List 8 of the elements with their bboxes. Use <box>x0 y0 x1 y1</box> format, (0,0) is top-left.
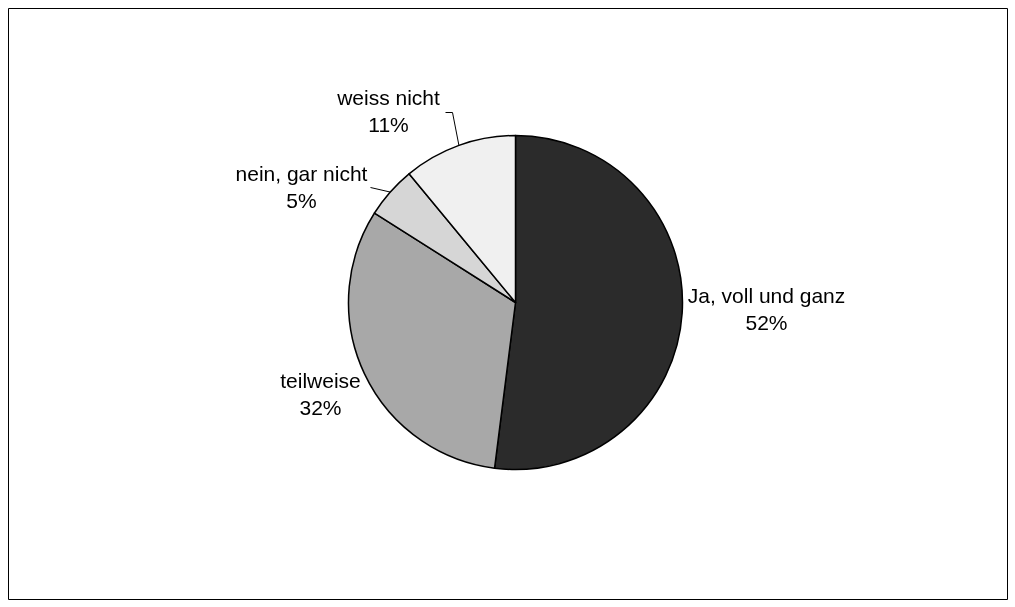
data-label: 5% <box>286 188 317 212</box>
slice-label: Ja, voll und ganz <box>687 283 846 307</box>
slice-label: nein, gar nicht <box>235 161 368 185</box>
data-label: 11% <box>368 112 409 136</box>
data-label: 32% <box>299 395 342 419</box>
data-label: 52% <box>745 310 788 334</box>
slice-label: weiss nicht <box>336 85 441 109</box>
slice-label: teilweise <box>280 368 361 392</box>
